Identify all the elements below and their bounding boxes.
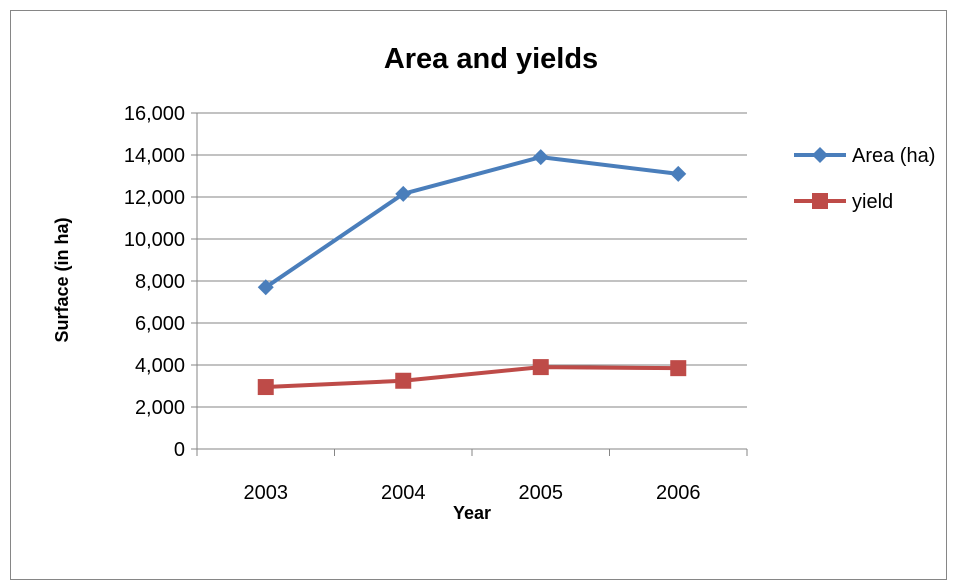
- legend-item-area-ha: Area (ha): [794, 145, 935, 167]
- series-line-area-ha: [263, 155, 681, 290]
- series-line-yield: [263, 365, 681, 390]
- x-tick-label: 2004: [381, 482, 426, 504]
- x-axis-title: Year: [453, 503, 491, 523]
- chart-title: Area and yields: [384, 43, 598, 75]
- y-tick-label: 6,000: [135, 313, 185, 335]
- legend-marker-area-ha: [812, 147, 828, 163]
- x-tick-label: 2005: [519, 482, 564, 504]
- legend-item-yield: yield: [794, 191, 893, 213]
- data-point-yield: [257, 379, 274, 396]
- data-point-yield: [670, 360, 687, 377]
- axes: [191, 112, 748, 456]
- data-point-area-ha: [395, 185, 412, 202]
- legend: Area (ha) yield: [794, 145, 935, 213]
- series-layer: [257, 149, 687, 396]
- y-tick-label: 0: [174, 439, 185, 461]
- legend-label-yield: yield: [852, 191, 893, 213]
- data-point-area-ha: [532, 149, 549, 166]
- y-axis-title: Surface (in ha): [52, 217, 72, 342]
- data-point-area-ha: [670, 165, 687, 182]
- data-point-area-ha: [257, 279, 274, 296]
- x-axis-ticks: 2003 2004 2005 2006: [244, 482, 701, 504]
- y-tick-label: 2,000: [135, 397, 185, 419]
- data-point-yield: [532, 359, 549, 376]
- gridlines: [197, 112, 747, 408]
- legend-marker-yield: [812, 193, 828, 209]
- y-tick-label: 14,000: [124, 145, 185, 167]
- legend-label-area-ha: Area (ha): [852, 145, 935, 167]
- series-area-ha: [257, 149, 687, 296]
- y-axis-ticks: 0 2,000 4,000 6,000 8,000 10,000 12,000 14,000 1…: [124, 103, 185, 461]
- series-yield: [257, 359, 687, 396]
- chart-frame: [10, 10, 947, 580]
- y-tick-label: 16,000: [124, 103, 185, 125]
- y-tick-label: 12,000: [124, 187, 185, 209]
- y-tick-label: 10,000: [124, 229, 185, 251]
- x-tick-label: 2003: [244, 482, 289, 504]
- x-tick-label: 2006: [656, 482, 701, 504]
- data-point-yield: [395, 372, 412, 389]
- y-tick-label: 4,000: [135, 355, 185, 377]
- y-tick-label: 8,000: [135, 271, 185, 293]
